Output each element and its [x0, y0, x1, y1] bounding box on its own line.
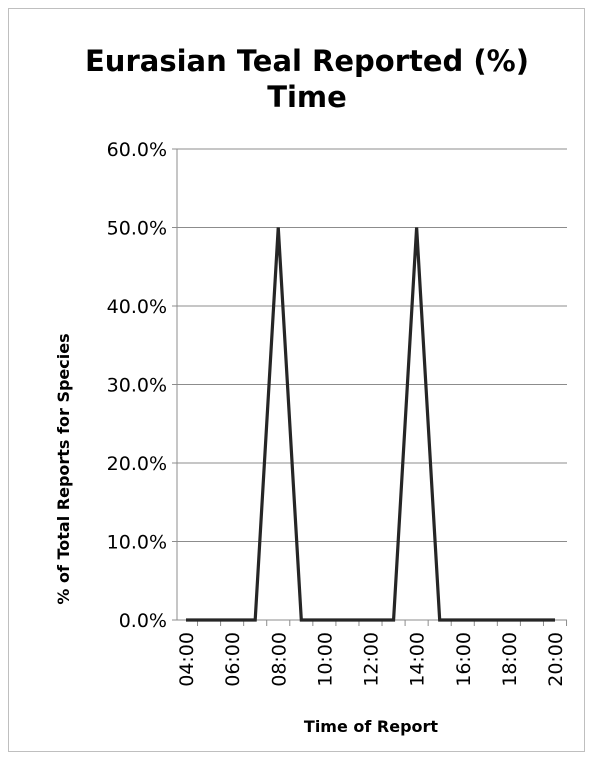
x-tick-label: 14:00 [407, 632, 429, 687]
y-tick-label: 10.0% [107, 532, 167, 554]
x-tick-label: 08:00 [268, 632, 290, 687]
x-tick-label: 10:00 [314, 632, 336, 687]
x-axis-title: Time of Report [304, 717, 439, 736]
y-tick-label: 20.0% [107, 453, 167, 475]
y-tick-label: 0.0% [119, 610, 167, 632]
x-tick-label: 20:00 [545, 632, 567, 687]
series-line [186, 227, 555, 622]
x-tick-label: 18:00 [499, 632, 521, 687]
gridlines [177, 148, 567, 542]
chart-title-line-2: Time [267, 80, 347, 114]
plot-area [186, 227, 555, 622]
y-tick-label: 60.0% [107, 139, 167, 161]
chart-title-line-1: Eurasian Teal Reported (%) [85, 44, 529, 78]
x-tick-label: 16:00 [453, 632, 475, 687]
y-axis-title: % of Total Reports for Species [54, 333, 73, 604]
axes [172, 148, 568, 626]
chart-svg: Eurasian Teal Reported (%) Time 0.0% 10.0… [54, 44, 568, 736]
y-tick-label: 30.0% [107, 375, 167, 397]
y-tick-labels: 0.0% 10.0% 20.0% 30.0% 40.0% 50.0% 60.0% [107, 139, 167, 632]
y-tick-label: 40.0% [107, 296, 167, 318]
y-tick-label: 50.0% [107, 218, 167, 240]
x-tick-label: 12:00 [361, 632, 383, 687]
x-tick-labels: 04:00 06:00 08:00 10:00 12:00 14:00 16:00 18:00… [176, 632, 567, 687]
x-tick-label: 06:00 [222, 632, 244, 687]
x-tick-label: 04:00 [176, 632, 198, 687]
chart-area: Eurasian Teal Reported (%) Time 0.0% 10.0… [8, 8, 585, 752]
